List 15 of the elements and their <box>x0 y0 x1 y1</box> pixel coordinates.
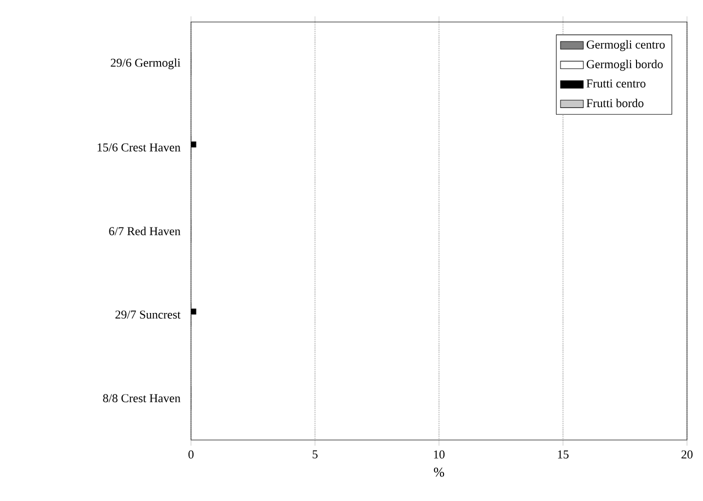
legend-label: Germogli bordo <box>586 60 663 71</box>
legend-label: Germogli centro <box>586 40 665 52</box>
y-tick-label: 29/6 Germogli <box>110 58 180 70</box>
legend-label: Frutti centro <box>586 79 646 88</box>
x-tick-label: 10 <box>434 450 445 459</box>
y-tick-label: 6/7 Red Haven <box>109 226 180 236</box>
x-tick-label: 5 <box>312 450 318 458</box>
x-tick-label: 15 <box>558 450 569 458</box>
legend-label: Frutti bordo <box>586 98 644 108</box>
x-tick-label: 20 <box>682 450 693 459</box>
x-tick-label: 0 <box>188 450 194 459</box>
x-axis-title: % <box>434 468 444 477</box>
y-tick-label: 29/7 Suncrest <box>115 310 181 319</box>
y-tick-label: 8/8 Crest Haven <box>103 394 180 402</box>
y-tick-label: 15/6 Crest Haven <box>98 143 180 152</box>
